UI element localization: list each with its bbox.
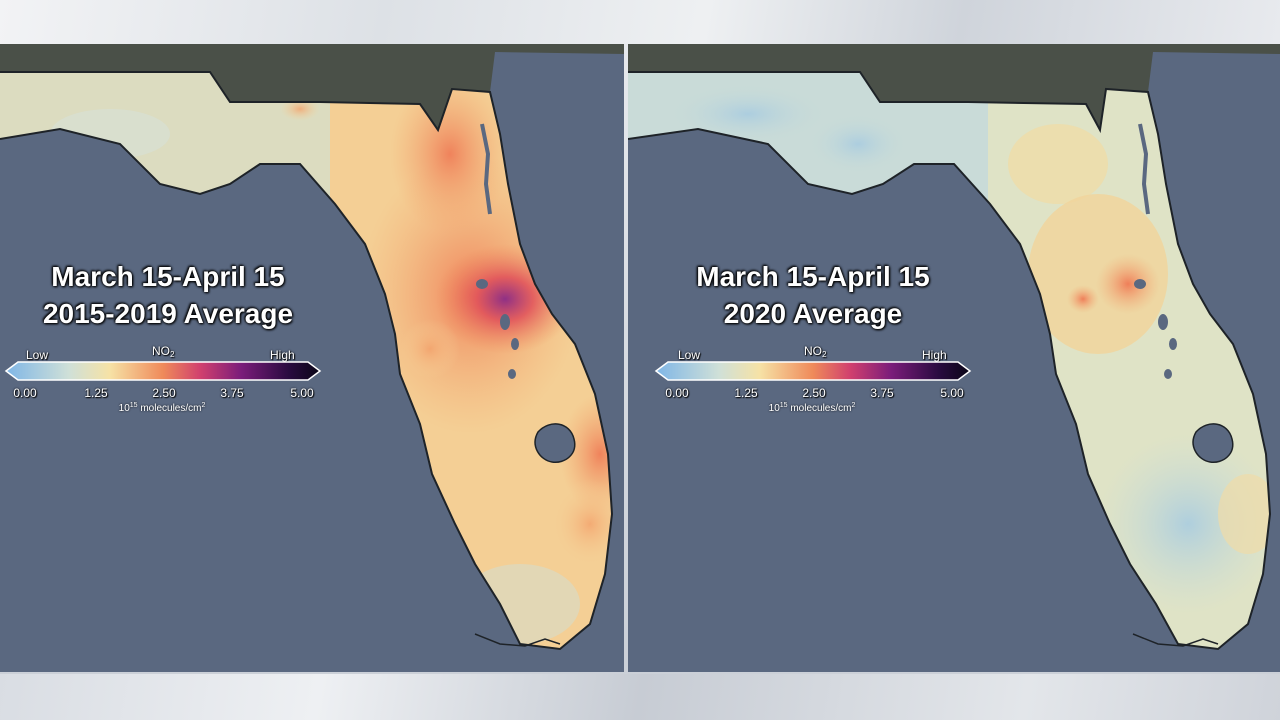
florida-keys: [474, 633, 561, 647]
background-top-strip: [0, 0, 1280, 44]
right-title-line2: 2020 Average: [723, 298, 903, 329]
legend-high-label: High: [270, 348, 295, 362]
right-title-line1: March 15-April 15: [696, 261, 930, 292]
left-title-line1: March 15-April 15: [51, 261, 285, 292]
florida-keys-right: [1132, 633, 1219, 647]
background-bottom-strip: [0, 674, 1280, 720]
legend-tick-2-right: 2.50: [802, 386, 826, 400]
legend-tick-4-right: 5.00: [940, 386, 964, 400]
legend-high-label-right: High: [922, 348, 947, 362]
no2-legend-left: Low NO2 High 0.00 1.25 2.50 3.75 5.: [4, 342, 324, 422]
legend-units: 1015 molecules/cm2: [118, 402, 206, 414]
georgia-alabama-land-right: [628, 44, 1280, 130]
florida-map-right: [628, 44, 1280, 672]
florida-coastline-right: [628, 71, 1272, 651]
left-title-line2: 2015-2019 Average: [42, 298, 294, 329]
lake-okeechobee-right: [1192, 423, 1234, 463]
map-panel-2020: March 15-April 15 2020 Average Low NO2 H…: [628, 44, 1280, 672]
legend-tick-3-right: 3.75: [870, 386, 894, 400]
st-johns-river-right: [1138, 123, 1150, 215]
legend-pollutant-label: NO2: [152, 344, 175, 359]
georgia-alabama-land: [0, 44, 624, 130]
legend-low-label: Low: [26, 348, 49, 362]
colorbar-right: [654, 361, 972, 381]
right-title: March 15-April 15 2020 Average: [668, 258, 958, 332]
lake-okeechobee: [534, 423, 576, 463]
legend-tick-4: 5.00: [290, 386, 314, 400]
legend-tick-2: 2.50: [152, 386, 176, 400]
colorbar-left: [4, 361, 322, 381]
legend-tick-3: 3.75: [220, 386, 244, 400]
left-title: March 15-April 15 2015-2019 Average: [18, 258, 318, 332]
legend-units-right: 1015 molecules/cm2: [768, 402, 856, 414]
legend-low-label-right: Low: [678, 348, 701, 362]
florida-map-left: [0, 44, 624, 672]
st-johns-river: [480, 123, 492, 215]
legend-tick-1-right: 1.25: [734, 386, 758, 400]
legend-pollutant-label-right: NO2: [804, 344, 827, 359]
florida-coastline: [0, 71, 614, 651]
legend-tick-0-right: 0.00: [665, 386, 689, 400]
legend-tick-1: 1.25: [84, 386, 108, 400]
map-panel-2015-2019: March 15-April 15 2015-2019 Average Low …: [0, 44, 624, 672]
no2-legend-right: Low NO2 High 0.00 1.25 2.50 3.75 5.: [654, 342, 974, 422]
legend-tick-0: 0.00: [13, 386, 37, 400]
